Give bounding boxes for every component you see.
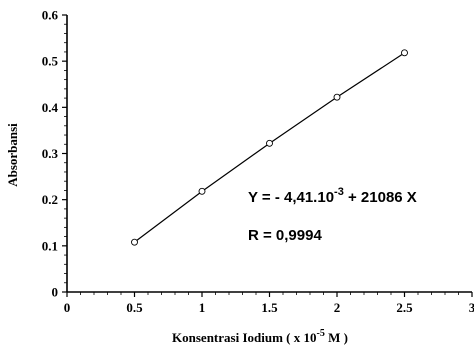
y-tick-label: 0.1: [42, 238, 58, 253]
data-point: [198, 187, 206, 195]
x-tick-label: 0.5: [126, 300, 143, 315]
data-point: [266, 139, 273, 147]
x-axis-title-exponent: -5: [317, 328, 325, 339]
equation-suffix: + 21086 X: [344, 189, 417, 206]
y-tick-label: 0.2: [42, 192, 58, 207]
x-axis-title-main: Konsentrasi Iodium ( x 10: [172, 330, 316, 345]
x-tick-label: 2: [334, 300, 341, 315]
x-tick-label: 0: [64, 300, 71, 315]
major-ticks: [62, 14, 473, 297]
y-tick-label: 0.4: [42, 100, 59, 115]
y-axis-title: Absorbansi: [5, 123, 20, 187]
series-line: [134, 52, 405, 243]
y-tick-label: 0: [52, 285, 59, 300]
x-axis-title: Konsentrasi Iodium ( x 10-5 M ): [172, 328, 348, 345]
equation-exponent: -3: [334, 186, 344, 198]
x-axis-title-tail: M ): [325, 330, 348, 345]
x-tick-label: 2.5: [396, 300, 413, 315]
equation-prefix: Y = - 4,41.10: [248, 189, 334, 206]
r-value: R = 0,9994: [248, 227, 322, 244]
regression-equation: Y = - 4,41.10-3 + 21086 X: [248, 186, 417, 206]
y-tick-label: 0.3: [42, 146, 59, 161]
x-tick-label: 3: [469, 300, 474, 315]
data-points: [131, 49, 408, 246]
y-tick-label: 0.6: [42, 8, 59, 23]
x-tick-labels: 0 0.5 1 1.5 2 2.5 3: [64, 300, 474, 315]
x-tick-label: 1: [199, 300, 206, 315]
y-tick-labels: 0 0.1 0.2 0.3 0.4 0.5 0.6: [42, 8, 59, 300]
data-point: [131, 238, 138, 246]
data-point: [401, 49, 408, 57]
minor-ticks: [64, 23, 459, 295]
data-point: [333, 93, 341, 101]
y-tick-label: 0.5: [42, 54, 59, 69]
x-tick-label: 1.5: [261, 300, 278, 315]
